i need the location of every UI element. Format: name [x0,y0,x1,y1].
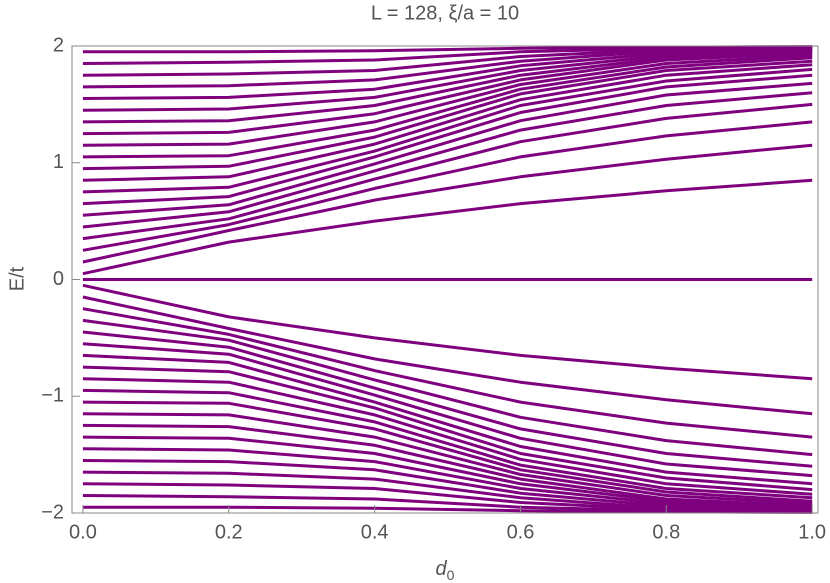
series-line [82,435,813,509]
x-axis-label-main: d [436,558,448,580]
series-line [82,307,813,439]
series-line [82,49,813,112]
series-line [82,73,813,206]
y-tick-label: 2 [53,34,64,56]
series-line [82,53,813,147]
series-line [82,505,813,514]
y-tick-label: −2 [41,501,64,523]
chart-title: L = 128, ξ/a = 10 [371,2,519,24]
y-tick-label: −1 [41,385,64,407]
series-line [82,412,813,506]
series-line [82,143,813,264]
series-line [82,178,813,276]
x-tick-label: 0.2 [215,521,243,543]
series-line [82,102,813,241]
series-line [82,353,813,486]
series-line [82,50,813,124]
series-line [82,365,813,492]
series-line [82,45,813,54]
series-line [82,377,813,496]
series-line [82,120,813,252]
series-line [82,59,813,171]
series-line [82,447,813,510]
x-tick-label: 0.4 [361,521,389,543]
x-tick-label: 0.6 [507,521,535,543]
series-line [82,459,813,511]
series-line [82,67,813,194]
series-line [82,295,813,416]
y-axis-label: E/t [6,266,28,291]
series-line [82,330,813,468]
x-tick-label: 0.0 [69,521,97,543]
x-axis-label: d0 [436,558,455,582]
y-tick-label: 0 [53,268,64,290]
x-axis-label-sub: 0 [447,567,455,583]
x-tick-label: 0.8 [652,521,680,543]
series-line [82,283,813,381]
series-line [82,81,813,217]
series-line [82,48,813,100]
series-line [82,91,813,229]
x-tick-label: 1.0 [798,521,826,543]
y-tick-label: 1 [53,151,64,173]
series-line [82,56,813,159]
series-line [82,400,813,503]
series-line [82,63,813,182]
series-line [82,423,813,508]
series-line [82,388,813,500]
series-line [82,342,813,478]
series-line [82,51,813,136]
series-line [82,318,813,457]
